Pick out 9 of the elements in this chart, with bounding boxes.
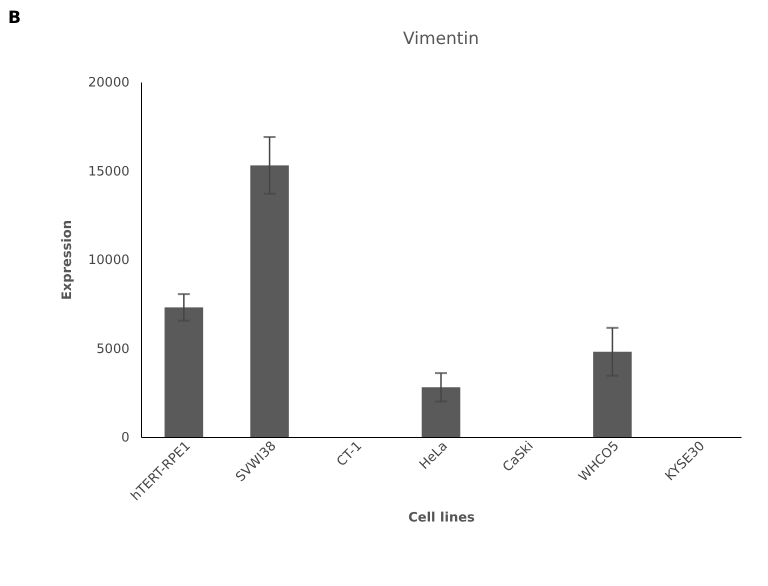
chart-title: Vimentin xyxy=(403,29,479,49)
y-tick-label: 0 xyxy=(121,430,130,446)
text: B xyxy=(8,8,21,28)
x-axis-title: Cell lines xyxy=(408,510,476,526)
y-axis-title: Expression xyxy=(60,220,76,300)
y-tick-label: 5000 xyxy=(96,342,130,357)
y-tick-label: 20000 xyxy=(88,76,130,90)
y-tick-label: 10000 xyxy=(88,253,130,268)
y-tick-label: 15000 xyxy=(88,164,130,180)
